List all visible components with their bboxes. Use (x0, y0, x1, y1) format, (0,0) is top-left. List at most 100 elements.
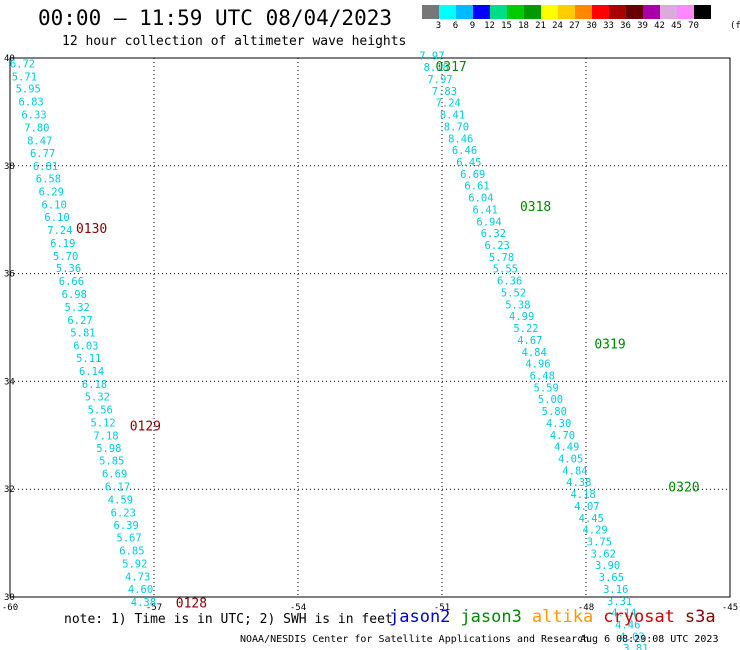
chart-tick-labels: -60 -57 -54 -51 -48 -45 30 32 34 36 38 40 (2, 54, 738, 613)
wave-height-value: 4.84 (522, 347, 547, 359)
wave-height-value: 3.81 (623, 643, 648, 650)
footer-note: note: 1) Time is in UTC; 2) SWH is in fe… (64, 612, 393, 627)
wave-height-value: 5.80 (542, 406, 567, 418)
wave-height-value: 6.19 (50, 238, 75, 250)
color-swatch (439, 5, 456, 19)
color-swatch (541, 5, 558, 19)
y-tick-label: 40 (4, 54, 15, 64)
wave-height-value: 4.38 (566, 477, 591, 489)
wave-height-value: 4.49 (554, 442, 579, 454)
wave-height-value: 6.32 (481, 228, 506, 240)
wave-height-value: 6.14 (79, 366, 104, 378)
color-scale-label: 24 (552, 21, 563, 31)
wave-height-value: 3.75 (587, 536, 612, 548)
color-swatch (473, 5, 490, 19)
pass-time-label: 0128 (176, 596, 207, 611)
color-swatch (677, 5, 694, 19)
wave-height-value: 5.12 (90, 417, 115, 429)
page-title: 00:00 – 11:59 UTC 08/04/2023 (38, 6, 393, 30)
wave-height-value: 3.31 (607, 596, 632, 608)
wave-height-value: 6.23 (111, 507, 136, 519)
satellite-legend-item: s3a (684, 607, 716, 627)
satellite-legend-item: cryosat (603, 607, 675, 627)
wave-height-value: 6.77 (30, 148, 55, 160)
wave-height-value: 5.56 (88, 404, 113, 416)
color-swatch (694, 5, 711, 19)
color-swatch (609, 5, 626, 19)
wave-height-value: 6.98 (62, 289, 87, 301)
wave-height-value: 4.46 (615, 619, 640, 631)
pass-time-label: 0130 (76, 222, 107, 237)
wave-height-value: 6.39 (114, 520, 139, 532)
x-tick-label: -51 (434, 603, 450, 613)
wave-height-value: 6.03 (73, 340, 98, 352)
y-tick-label: 36 (4, 270, 15, 280)
wave-height-value: 5.11 (76, 353, 101, 365)
wave-height-value: 4.18 (570, 489, 595, 501)
chart-pass-labels: 0130 0129 0128 0317 0318 0319 0320 (76, 60, 700, 611)
color-scale-swatches (422, 5, 711, 19)
wave-height-value: 6.83 (18, 97, 43, 109)
pass-time-label: 0320 (668, 481, 699, 496)
satellite-legend-item: altika (531, 607, 594, 627)
wave-height-value: 5.32 (65, 302, 90, 314)
x-tick-label: -60 (2, 603, 18, 613)
wave-height-value: 6.18 (82, 379, 107, 391)
wave-height-value: 4.67 (517, 335, 542, 347)
color-scale-label: 33 (603, 21, 614, 31)
wave-height-value: 5.71 (12, 71, 37, 83)
wave-height-value: 6.23 (485, 240, 510, 252)
y-tick-label: 38 (4, 162, 15, 172)
wave-height-value: 6.41 (473, 204, 498, 216)
wave-height-value: 8.41 (440, 110, 465, 122)
wave-height-value: 3.90 (595, 560, 620, 572)
color-scale-label: 12 (484, 21, 495, 31)
satellite-legend-item: jason2 (389, 607, 451, 627)
color-scale-label: 9 (469, 21, 476, 31)
x-tick-label: -54 (290, 603, 306, 613)
wave-height-value: 6.85 (119, 546, 144, 558)
wave-height-value: 5.67 (116, 533, 141, 545)
color-swatch (575, 5, 592, 19)
x-tick-label: -45 (722, 603, 738, 613)
wave-height-value: 6.46 (452, 145, 477, 157)
satellite-legend-item: jason3 (460, 607, 522, 627)
chart-data-points: 6.725.715.956.836.337.808.476.776.816.58… (10, 50, 649, 650)
wave-height-value: 3.65 (599, 572, 624, 584)
color-swatch (592, 5, 609, 19)
color-scale-label: 6 (452, 21, 459, 31)
color-swatch (524, 5, 541, 19)
wave-height-value: 4.14 (611, 608, 636, 620)
footer-credit: NOAA/NESDIS Center for Satellite Applica… (240, 634, 590, 645)
pass-time-label: 0129 (130, 420, 161, 435)
wave-height-value: 5.22 (513, 323, 538, 335)
wave-height-value: 7.97 (427, 74, 452, 86)
wave-height-value: 6.04 (468, 193, 493, 205)
wave-height-value: 6.58 (36, 174, 61, 186)
wave-height-value: 6.66 (59, 276, 84, 288)
color-scale-label: 36 (620, 21, 631, 31)
wave-height-value: 6.33 (21, 110, 46, 122)
y-tick-label: 30 (4, 593, 15, 603)
color-scale-label: 3 (435, 21, 442, 31)
chart-grid (10, 58, 730, 597)
wave-height-value: 4.73 (125, 572, 150, 584)
y-tick-label: 34 (4, 377, 15, 387)
y-tick-label: 32 (4, 485, 15, 495)
wave-height-value: 5.85 (99, 456, 124, 468)
color-scale-label: 39 (637, 21, 648, 31)
wave-height-value: 5.59 (534, 382, 559, 394)
wave-height-value: 6.48 (530, 370, 555, 382)
color-swatch (626, 5, 643, 19)
wave-height-value: 3.16 (603, 584, 628, 596)
wave-height-value: 6.27 (67, 315, 92, 327)
color-swatch (660, 5, 677, 19)
color-scale-unit: (ft) (730, 21, 740, 31)
wave-height-value: 4.38 (131, 597, 156, 609)
wave-height-value: 4.70 (550, 430, 575, 442)
color-scale-label: 70 (688, 21, 699, 31)
footer-timestamp: Aug 6 08:29:08 UTC 2023 (580, 634, 719, 645)
color-swatch (456, 5, 473, 19)
